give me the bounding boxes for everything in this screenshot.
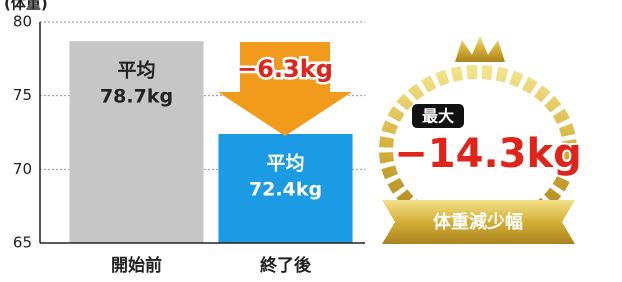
y-tick-label: 75 [13, 86, 32, 104]
y-tick-label: 80 [13, 13, 32, 31]
medal: 最大 −14.3kg 体重減少幅 [382, 36, 582, 244]
y-axis-label: (体重) [4, 0, 48, 13]
x-tick-label: 終了後 [260, 255, 312, 276]
bar-label-prefix: 平均 [117, 59, 155, 82]
value-label: 72.4kg [249, 178, 322, 200]
page: {"chart_data": {"type": "bar", "y_label"… [0, 0, 622, 282]
max-loss: −14.3kg [394, 131, 581, 177]
difference-arrow: −6.3kg [218, 42, 352, 136]
badge: 最大 [422, 107, 454, 126]
bar-label-prefix: 平均 [266, 151, 304, 174]
chart: (体重) 65 70 75 80 開始前 平均 78.7kg 終了後 平均 72.4kg −6.3… [0, 0, 622, 282]
ribbon-text: 体重減少幅 [433, 211, 523, 233]
y-tick-label: 65 [13, 234, 32, 252]
value-label: 78.7kg [100, 86, 173, 108]
crown [455, 36, 505, 62]
x-tick-label: 開始前 [111, 255, 162, 276]
difference-label: −6.3kg [237, 55, 333, 83]
y-tick-label: 70 [13, 160, 32, 178]
